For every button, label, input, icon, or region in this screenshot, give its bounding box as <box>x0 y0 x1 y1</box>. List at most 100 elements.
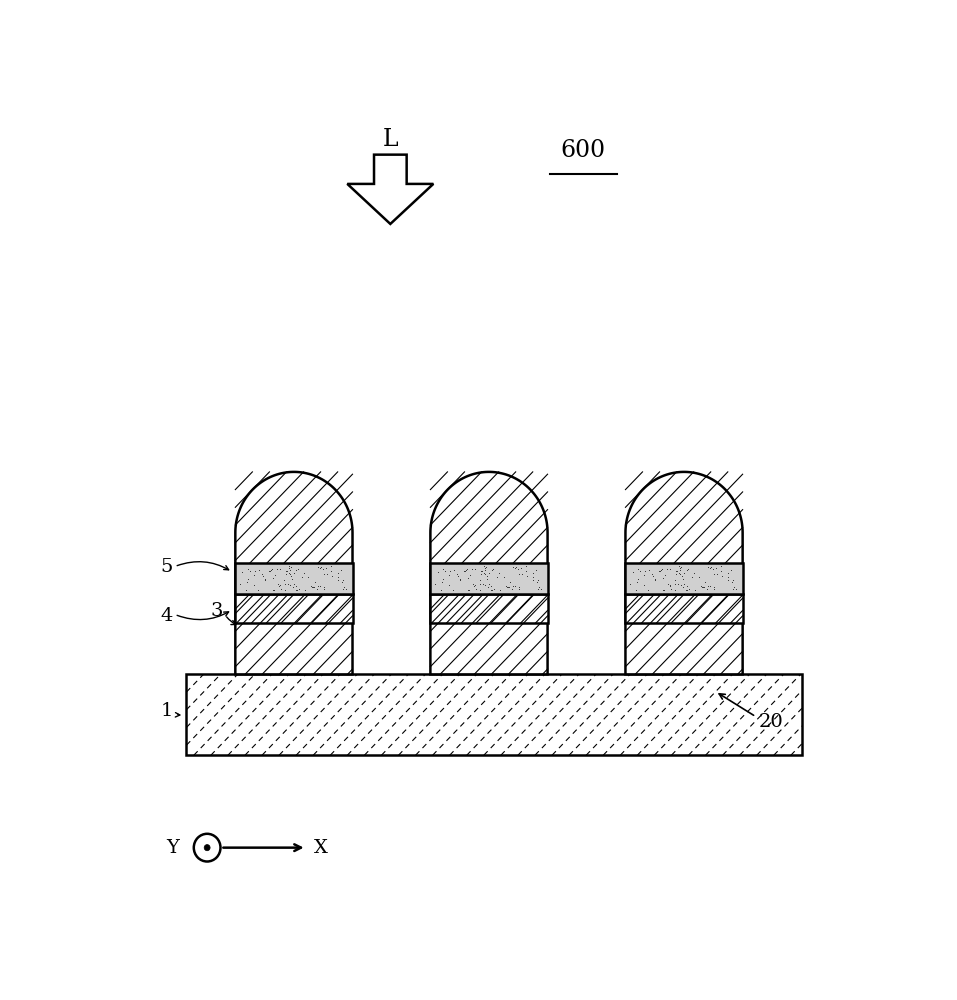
Point <box>462 567 478 583</box>
Polygon shape <box>431 472 547 674</box>
Point <box>323 558 339 574</box>
Point <box>702 578 718 594</box>
Point <box>265 582 280 598</box>
Text: 600: 600 <box>561 139 606 162</box>
Point <box>481 576 497 592</box>
Point <box>472 576 487 592</box>
Point <box>317 581 332 597</box>
Point <box>294 569 309 585</box>
Point <box>714 568 729 584</box>
Point <box>652 563 667 579</box>
Point <box>645 568 660 584</box>
Point <box>703 559 719 575</box>
Point <box>285 579 300 595</box>
Point <box>679 582 695 598</box>
Point <box>673 577 688 593</box>
Point <box>528 562 544 578</box>
Point <box>662 577 678 593</box>
Text: Y: Y <box>167 839 179 857</box>
Point <box>273 577 288 593</box>
Circle shape <box>193 834 220 862</box>
Point <box>507 578 523 594</box>
Point <box>434 574 450 590</box>
Point <box>637 563 653 579</box>
Text: 20: 20 <box>759 713 784 731</box>
Point <box>721 565 736 581</box>
Point <box>674 568 689 584</box>
Point <box>698 574 713 590</box>
Point <box>307 574 323 590</box>
Point <box>256 568 271 584</box>
Point <box>681 581 697 597</box>
Point <box>701 559 716 575</box>
Point <box>309 581 324 597</box>
Point <box>496 569 511 585</box>
Point <box>713 558 728 574</box>
Point <box>529 574 545 590</box>
Point <box>525 565 541 581</box>
Point <box>501 579 516 595</box>
Point <box>477 566 492 582</box>
Point <box>662 561 678 577</box>
Point <box>721 572 736 588</box>
Bar <box>187 674 802 755</box>
Point <box>667 576 682 592</box>
Point <box>696 579 711 595</box>
Point <box>672 566 687 582</box>
Polygon shape <box>235 472 352 674</box>
Point <box>255 566 270 582</box>
Point <box>240 571 256 587</box>
Point <box>257 572 273 588</box>
Point <box>659 561 675 577</box>
Point <box>502 574 518 590</box>
Point <box>428 576 443 592</box>
Point <box>476 576 491 592</box>
Point <box>485 561 501 577</box>
Point <box>478 562 493 578</box>
Point <box>684 569 700 585</box>
Point <box>671 576 686 592</box>
Point <box>477 558 492 574</box>
Point <box>281 565 297 581</box>
Point <box>647 571 662 587</box>
Point <box>652 563 667 579</box>
Point <box>674 559 689 575</box>
Point <box>654 562 669 578</box>
Point <box>478 577 493 593</box>
Point <box>477 560 492 576</box>
Point <box>441 567 456 583</box>
Point <box>472 572 487 588</box>
Point <box>338 581 353 597</box>
Point <box>675 571 690 587</box>
Point <box>334 574 349 590</box>
Point <box>283 559 299 575</box>
Point <box>687 582 702 598</box>
Point <box>479 571 495 587</box>
Point <box>265 570 280 586</box>
Point <box>667 572 682 588</box>
Point <box>460 570 476 586</box>
Point <box>336 581 351 597</box>
Point <box>513 560 528 576</box>
Point <box>686 565 701 581</box>
Point <box>310 559 325 575</box>
Point <box>312 560 327 576</box>
Point <box>676 579 691 595</box>
Point <box>721 569 736 585</box>
Point <box>458 562 474 578</box>
Point <box>282 566 298 582</box>
Point <box>477 565 492 581</box>
Point <box>706 566 722 582</box>
Point <box>277 572 292 588</box>
Point <box>289 562 304 578</box>
Point <box>530 572 545 588</box>
Point <box>467 578 482 594</box>
Point <box>335 572 350 588</box>
Point <box>473 566 488 582</box>
Point <box>630 571 645 587</box>
Point <box>261 563 277 579</box>
Point <box>673 562 688 578</box>
Point <box>247 563 262 579</box>
Point <box>435 571 451 587</box>
Point <box>285 571 300 587</box>
